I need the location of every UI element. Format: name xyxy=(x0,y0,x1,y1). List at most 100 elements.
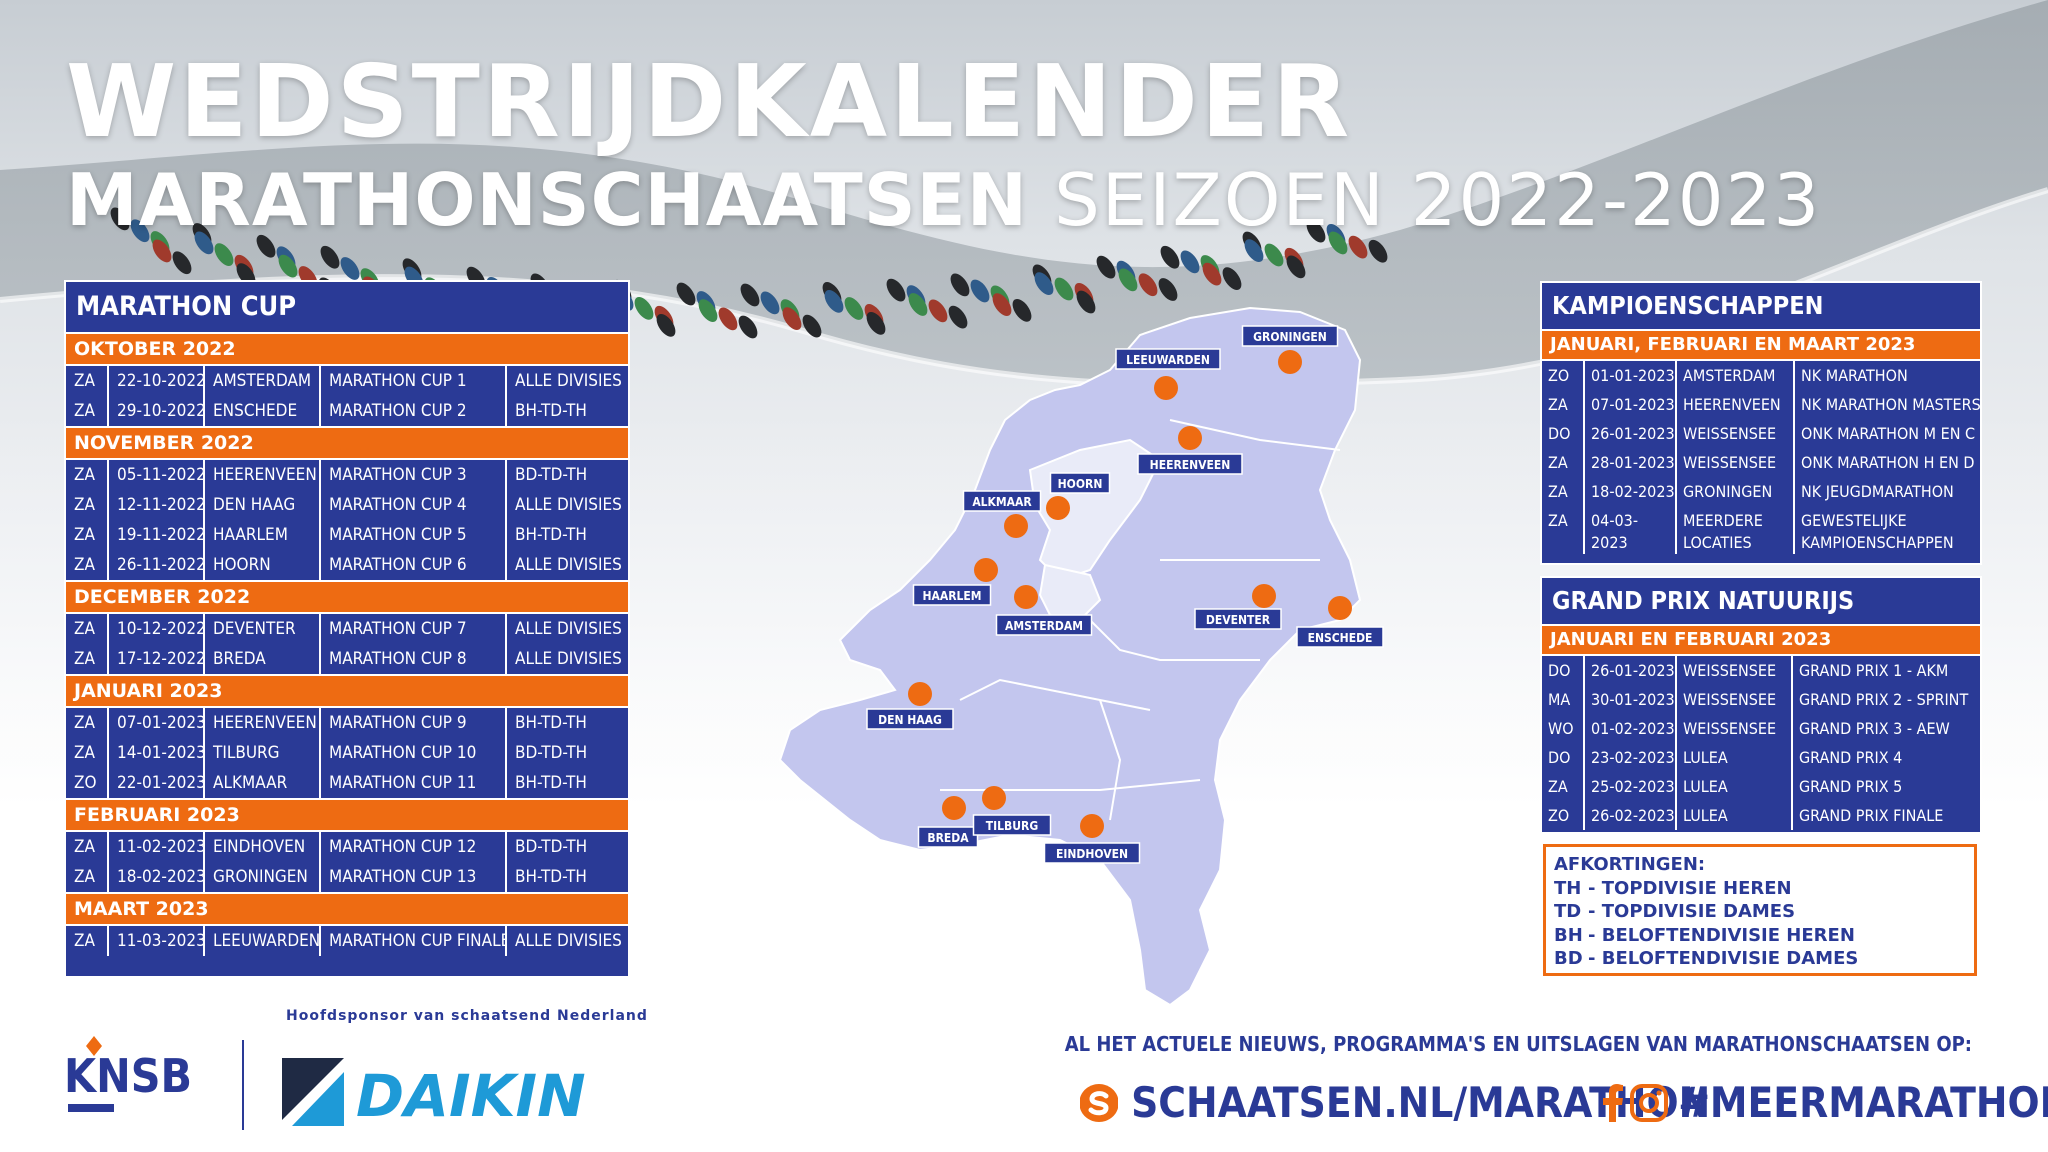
abbreviation-text: - BELOFTENDIVISIE HEREN xyxy=(1588,924,1855,946)
skater-figure xyxy=(844,297,864,320)
grand-prix-title: GRAND PRIX NATUURIJS xyxy=(1552,586,1855,615)
skater-figure xyxy=(698,299,718,322)
cell-date: 11-02-2023 xyxy=(108,832,205,862)
cell-city: EINDHOVEN xyxy=(204,832,321,862)
page-title: WEDSTRIJDKALENDER xyxy=(66,43,1353,160)
cell-event: MARATHON CUP 9 xyxy=(320,708,507,738)
skater-figure xyxy=(110,207,130,231)
hashtag-text[interactable]: #MEERMARATHON xyxy=(1678,1078,2048,1127)
skater-figure xyxy=(1368,239,1388,263)
table-row: ZA 04-03-2023 MEERDERE LOCATIES GEWESTELIJK… xyxy=(1542,506,1980,554)
cell-location: AMSTERDAM xyxy=(1676,361,1795,390)
cell-day: ZO xyxy=(66,768,109,798)
city-marker-eindhoven: EINDHOVEN xyxy=(1043,814,1141,864)
skater-figure xyxy=(1306,219,1326,243)
skater-figure xyxy=(740,283,760,307)
cell-event: MARATHON CUP 10 xyxy=(320,738,507,768)
city-label-box xyxy=(995,614,1093,636)
cell-divisions: BH-TD-TH xyxy=(515,867,587,887)
cell-divisions: ALLE DIVISIES xyxy=(515,931,622,951)
city-label: EINDHOVEN xyxy=(1056,847,1128,861)
city-label: HAARLEM xyxy=(922,589,981,603)
table-row: DO 23-02-2023 LULEA GRAND PRIX 4 xyxy=(1542,743,1980,772)
table-row: ZA 11-02-2023 EINDHOVEN MARATHON CUP 12 BD-T… xyxy=(66,832,628,862)
cell-day: MA xyxy=(1542,685,1585,714)
cell-day: DO xyxy=(1542,656,1585,685)
city-dot xyxy=(1046,496,1070,520)
month-table: ZA 07-01-2023 HEERENVEEN MARATHON CUP 9 BH-T… xyxy=(66,708,628,798)
city-label-box xyxy=(917,826,979,848)
skater-figure xyxy=(866,311,886,335)
cell-day: ZA xyxy=(1542,477,1585,506)
cell-city: HEERENVEEN xyxy=(204,708,321,738)
cell-location: GRONINGEN xyxy=(1676,477,1795,506)
cell-divisions: BH-TD-TH xyxy=(515,525,587,545)
city-marker-leeuwarden: LEEUWARDEN xyxy=(1115,348,1221,400)
table-row: DO 26-01-2023 WEISSENSEE GRAND PRIX 1 - AKM xyxy=(1542,656,1980,685)
cell-city: AMSTERDAM xyxy=(204,366,321,396)
cell-date: 18-02-2023 xyxy=(1584,477,1677,506)
cell-date: 28-01-2023 xyxy=(1584,448,1677,477)
month-header: FEBRUARI 2023 xyxy=(66,798,628,832)
abbreviation-item: BD - BELOFTENDIVISIE DAMES xyxy=(1554,947,1966,971)
marathon-cup-panel: MARATHON CUP OKTOBER 2022 ZA 22-10-2022 AMS… xyxy=(64,280,630,978)
city-marker-heerenveen: HEERENVEEN xyxy=(1137,426,1243,475)
month-table: ZA 11-03-2023 LEEUWARDEN MARATHON CUP FINAL… xyxy=(66,926,628,956)
city-marker-hoorn: HOORN xyxy=(1046,472,1111,520)
cell-date: 11-03-2023 xyxy=(108,926,205,956)
city-label: TILBURG xyxy=(986,819,1039,833)
cell-date: 22-10-2022 xyxy=(108,366,205,396)
skater-figure xyxy=(1328,231,1348,255)
skater-figure xyxy=(908,293,928,316)
cell-day: ZA xyxy=(1542,448,1585,477)
city-label-box xyxy=(1241,325,1339,347)
cell-event: MARATHON CUP 2 xyxy=(320,396,507,426)
subtitle-season: SEIZOEN 2022-2023 xyxy=(1054,158,1822,242)
table-row: MA 30-01-2023 WEISSENSEE GRAND PRIX 2 - SPR… xyxy=(1542,685,1980,714)
city-dot xyxy=(1154,376,1178,400)
cell-date: 10-12-2022 xyxy=(108,614,205,644)
city-label: GRONINGEN xyxy=(1253,330,1327,344)
abbreviation-code: BH xyxy=(1554,924,1583,946)
skater-figure xyxy=(1076,290,1096,314)
city-marker-haarlem: HAARLEM xyxy=(912,558,998,606)
cell-day: ZA xyxy=(66,460,109,490)
abbreviation-item: TD - TOPDIVISIE DAMES xyxy=(1554,900,1966,924)
city-label-box xyxy=(866,708,954,730)
city-dot xyxy=(1014,585,1038,609)
cell-day: ZA xyxy=(66,366,109,396)
month-header: MAART 2023 xyxy=(66,892,628,926)
city-label-box xyxy=(1296,626,1384,648)
cell-event: MARATHON CUP FINALE xyxy=(320,926,507,956)
city-dot xyxy=(1004,514,1028,538)
cell-divisions: BH-TD-TH xyxy=(515,401,587,421)
skater-figure xyxy=(340,257,360,280)
cell-date: 01-02-2023 xyxy=(1584,714,1677,743)
city-label-box xyxy=(972,814,1052,836)
cell-date: 07-01-2023 xyxy=(1584,390,1677,419)
cell-location: WEISSENSEE xyxy=(1676,714,1793,743)
city-label: HEERENVEEN xyxy=(1150,458,1231,472)
cell-city: TILBURG xyxy=(204,738,321,768)
cell-location: LULEA xyxy=(1676,801,1793,830)
social-hashtag[interactable]: #MEERMARATHON xyxy=(1602,1078,2048,1130)
city-label: HOORN xyxy=(1058,477,1103,491)
cell-event: GRAND PRIX FINALE xyxy=(1799,806,1944,825)
cell-city: DEN HAAG xyxy=(204,490,321,520)
facebook-icon[interactable] xyxy=(1602,1083,1624,1122)
skater-figure xyxy=(1244,239,1264,263)
table-row: ZA 17-12-2022 BREDA MARATHON CUP 8 ALLE DIVI… xyxy=(66,644,628,674)
city-label-box xyxy=(1049,472,1111,494)
city-marker-amsterdam: AMSTERDAM xyxy=(995,585,1093,636)
instagram-icon[interactable] xyxy=(1629,1083,1669,1123)
cell-location: WEISSENSEE xyxy=(1676,419,1795,448)
abbreviation-text: - TOPDIVISIE HEREN xyxy=(1588,877,1792,899)
cell-event: MARATHON CUP 5 xyxy=(320,520,507,550)
skater-figure xyxy=(1158,278,1178,301)
cell-date: 07-01-2023 xyxy=(108,708,205,738)
cell-event: MARATHON CUP 8 xyxy=(320,644,507,674)
cell-city: DEVENTER xyxy=(204,614,321,644)
grand-prix-subtitle: JANUARI EN FEBRUARI 2023 xyxy=(1542,624,1980,656)
skater-figure xyxy=(656,313,676,337)
cell-date: 14-01-2023 xyxy=(108,738,205,768)
